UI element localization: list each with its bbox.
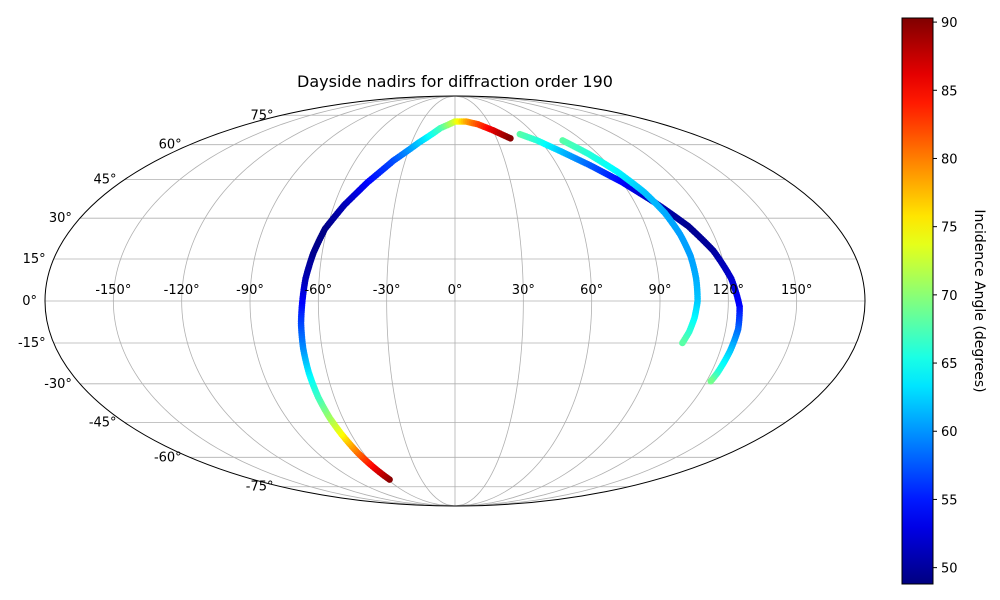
colorbar-tick-label: 50 <box>941 562 958 577</box>
colorbar-tick-label: 80 <box>941 152 958 167</box>
x-tick-label: 30° <box>512 283 535 298</box>
x-tick-label: 120° <box>713 283 744 298</box>
colorbar-tick-label: 70 <box>941 289 958 304</box>
x-tick-label: 150° <box>781 283 812 298</box>
y-tick-label: 30° <box>49 211 72 226</box>
colorbar-tick-label: 60 <box>941 425 958 440</box>
x-tick-label: -90° <box>236 283 264 298</box>
colorbar-tick-label: 55 <box>941 493 958 508</box>
y-tick-label: -75° <box>246 480 274 495</box>
colorbar-tick-label: 65 <box>941 357 958 372</box>
x-tick-label: 90° <box>648 283 671 298</box>
x-tick-label: 0° <box>448 283 463 298</box>
y-tick-label: 0° <box>22 294 37 309</box>
colorbar-ticks: 50 55 60 65 70 75 80 85 90 <box>933 16 958 577</box>
colorbar-tick-label: 85 <box>941 84 958 99</box>
meridian-line <box>181 95 456 507</box>
map-boundary <box>44 95 866 507</box>
y-tick-label: 60° <box>159 138 182 153</box>
data-point <box>507 135 514 142</box>
y-tick-label: -45° <box>89 415 117 430</box>
x-tick-label: -30° <box>373 283 401 298</box>
colorbar-tick-label: 90 <box>941 16 958 31</box>
colorbar-label: Incidence Angle (degrees) <box>971 209 987 392</box>
data-point <box>679 339 686 347</box>
colorbar-tick-label: 75 <box>941 221 958 236</box>
data-points <box>297 118 743 483</box>
meridian-line <box>249 95 456 507</box>
x-tick-label: -60° <box>304 283 332 298</box>
meridian-line <box>454 95 798 507</box>
meridian-line <box>454 95 729 507</box>
y-tick-label: -30° <box>44 377 72 392</box>
y-tick-label: 15° <box>23 252 46 267</box>
meridian-line <box>112 95 456 507</box>
y-tick-label: -15° <box>18 336 46 351</box>
y-tick-label: 75° <box>250 108 273 123</box>
x-tick-label: 60° <box>580 283 603 298</box>
meridian-line <box>454 95 661 507</box>
chart-title: Dayside nadirs for diffraction order 190 <box>297 72 613 91</box>
tick-labels: -150° -120° -90° -60° -30° 0° 30° 60° 90° 120° 150… <box>18 108 812 494</box>
y-tick-label: -60° <box>154 450 182 465</box>
meridian-line <box>454 95 524 507</box>
x-tick-label: -120° <box>164 283 200 298</box>
graticule <box>45 95 865 507</box>
colorbar <box>901 17 934 585</box>
x-tick-label: -150° <box>95 283 131 298</box>
data-point <box>707 377 715 385</box>
y-tick-label: 45° <box>94 173 117 188</box>
